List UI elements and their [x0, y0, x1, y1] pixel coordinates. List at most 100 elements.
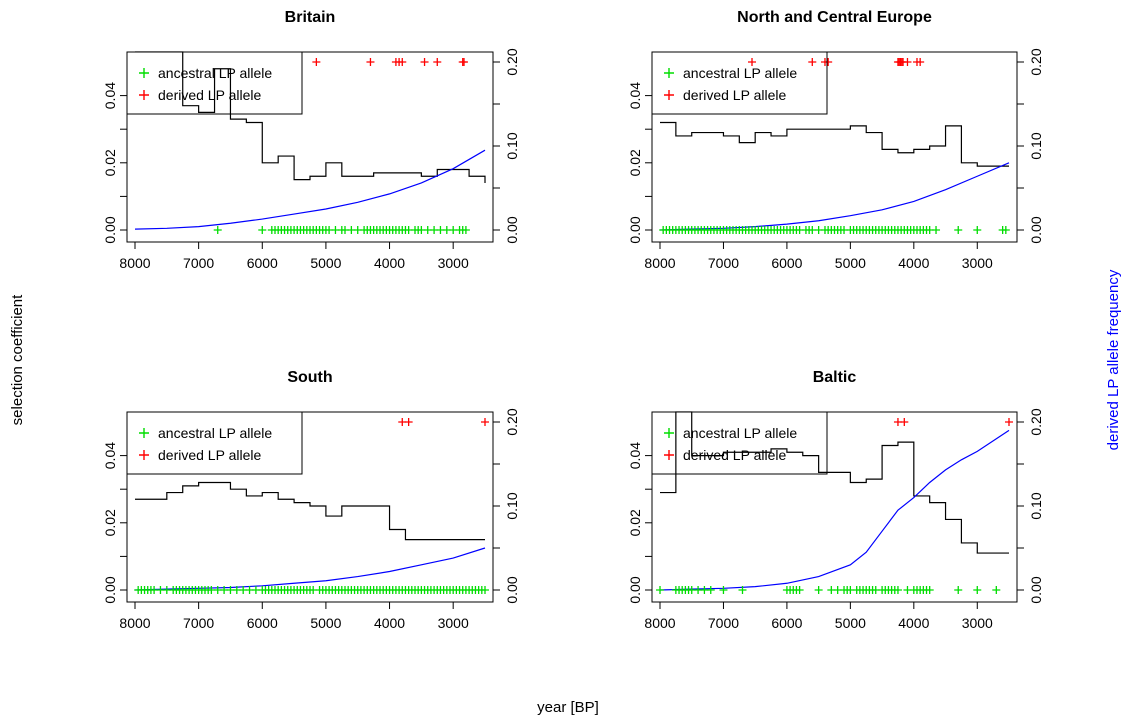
panel-north-and-central-europe: North and Central Europe 8000 7000 6000 5000…	[627, 9, 1044, 271]
y2-tick-label: 0.10	[1028, 492, 1044, 519]
legend: ancestral LP allele derived LP allele	[126, 411, 303, 475]
ancestral-point	[656, 586, 664, 594]
y-tick-label: 0.04	[627, 82, 643, 109]
x-tick-label: 7000	[708, 255, 739, 271]
derived-point	[748, 58, 757, 66]
y-tick-label: 0.04	[627, 442, 643, 469]
y2-tick-label: 0.00	[504, 576, 520, 603]
legend: ancestral LP allele derived LP allele	[126, 51, 303, 115]
x-tick-label: 7000	[183, 615, 214, 631]
y2-tick-label: 0.10	[504, 492, 520, 519]
x-tick-label: 5000	[835, 615, 866, 631]
x-tick-label: 7000	[708, 615, 739, 631]
legend-marker	[664, 68, 674, 78]
y-tick-label: 0.04	[102, 442, 118, 469]
derived-point	[433, 58, 442, 66]
derived-point	[900, 418, 909, 426]
y-tick-label: 0.04	[102, 82, 118, 109]
y-tick-label: 0.02	[627, 149, 643, 176]
x-tick-label: 5000	[310, 615, 341, 631]
y-tick-label: 0.02	[102, 149, 118, 176]
ancestral-point	[795, 586, 804, 594]
x-tick-label: 4000	[898, 615, 929, 631]
y2-tick-label: 0.20	[1028, 48, 1044, 75]
legend-label: ancestral LP allele	[158, 65, 272, 81]
x-tick-label: 4000	[374, 255, 405, 271]
legend-marker	[139, 428, 149, 438]
x-tick-label: 5000	[310, 255, 341, 271]
x-tick-label: 3000	[438, 255, 469, 271]
ancestral-point	[213, 226, 222, 234]
x-tick-label: 6000	[771, 615, 802, 631]
legend-marker	[139, 450, 149, 460]
y-tick-label: 0.00	[627, 216, 643, 243]
ancestral-point	[925, 586, 934, 594]
y2-tick-label: 0.20	[504, 408, 520, 435]
legend-label: ancestral LP allele	[683, 425, 797, 441]
x-tick-label: 3000	[962, 615, 993, 631]
ancestral-point	[954, 586, 963, 594]
chart-title: North and Central Europe	[737, 9, 932, 26]
ancestral-point	[973, 226, 982, 234]
legend-marker	[664, 90, 674, 100]
derived-point	[808, 58, 817, 66]
chart-title: Britain	[285, 9, 336, 26]
ancestral-point	[932, 226, 941, 234]
y-axis-label-left: selection coefficient	[9, 294, 26, 425]
y-tick-label: 0.00	[102, 216, 118, 243]
ancestral-point	[954, 226, 963, 234]
derived-point	[366, 58, 375, 66]
ancestral-point	[258, 226, 267, 234]
legend: ancestral LP allele derived LP allele	[651, 51, 828, 115]
plot-frame	[126, 411, 494, 603]
frequency-curve	[659, 429, 1010, 591]
x-tick-label: 6000	[247, 255, 278, 271]
legend-box	[651, 51, 828, 115]
y-tick-label: 0.02	[627, 509, 643, 536]
ancestral-point	[738, 586, 747, 594]
x-tick-label: 6000	[771, 255, 802, 271]
legend-marker	[664, 450, 674, 460]
y2-tick-label: 0.10	[1028, 132, 1044, 159]
chart-title: South	[287, 369, 332, 386]
x-tick-label: 8000	[644, 615, 675, 631]
chart-title: Baltic	[813, 369, 857, 386]
y2-tick-label: 0.00	[1028, 216, 1044, 243]
derived-point	[398, 58, 407, 66]
x-tick-label: 7000	[183, 255, 214, 271]
legend: ancestral LP allele derived LP allele	[651, 411, 828, 475]
legend-marker	[139, 68, 149, 78]
y-axis-label-right: derived LP allele frequency	[1105, 269, 1122, 450]
ancestral-point	[893, 586, 902, 594]
legend-label: derived LP allele	[683, 87, 786, 103]
ancestral-point	[719, 586, 728, 594]
ancestral-point	[992, 586, 1001, 594]
derived-point	[404, 418, 413, 426]
derived-point	[916, 58, 925, 66]
x-tick-label: 8000	[119, 255, 150, 271]
derived-point	[481, 418, 489, 426]
plot-frame	[651, 51, 1018, 243]
legend-label: ancestral LP allele	[158, 425, 272, 441]
x-tick-label: 6000	[247, 615, 278, 631]
x-tick-label: 8000	[644, 255, 675, 271]
derived-point	[824, 58, 833, 66]
y2-tick-label: 0.00	[1028, 576, 1044, 603]
ancestral-point	[481, 586, 489, 594]
derived-point	[460, 58, 468, 66]
panel-baltic: Baltic 8000 7000 6000 5000 4000 3000 0.00 0.02 0.…	[627, 369, 1044, 631]
x-tick-label: 3000	[962, 255, 993, 271]
panel-south: South 8000 7000 6000 5000 4000 3000 0.00 0.02 0.0…	[102, 369, 520, 631]
plot-frame	[651, 411, 1018, 603]
y-tick-label: 0.02	[102, 509, 118, 536]
y-tick-label: 0.00	[102, 576, 118, 603]
selection-step-line	[660, 411, 1009, 554]
legend-marker	[664, 428, 674, 438]
x-tick-label: 8000	[119, 615, 150, 631]
y2-tick-label: 0.00	[504, 216, 520, 243]
x-tick-label: 4000	[374, 615, 405, 631]
ancestral-point	[1001, 226, 1010, 234]
derived-point	[903, 58, 912, 66]
x-tick-label: 4000	[898, 255, 929, 271]
